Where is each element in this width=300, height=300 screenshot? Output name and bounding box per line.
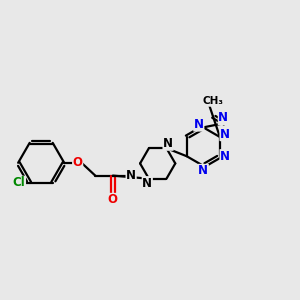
Text: N: N: [163, 137, 173, 150]
Text: N: N: [198, 164, 208, 177]
Text: N: N: [218, 112, 228, 124]
Text: CH₃: CH₃: [202, 96, 224, 106]
Text: N: N: [220, 150, 230, 163]
Text: N: N: [142, 177, 152, 190]
Text: O: O: [73, 156, 83, 169]
Text: O: O: [108, 194, 118, 206]
Text: Cl: Cl: [13, 176, 26, 189]
Text: N: N: [220, 128, 230, 141]
Text: N: N: [194, 118, 204, 131]
Text: N: N: [126, 169, 136, 182]
